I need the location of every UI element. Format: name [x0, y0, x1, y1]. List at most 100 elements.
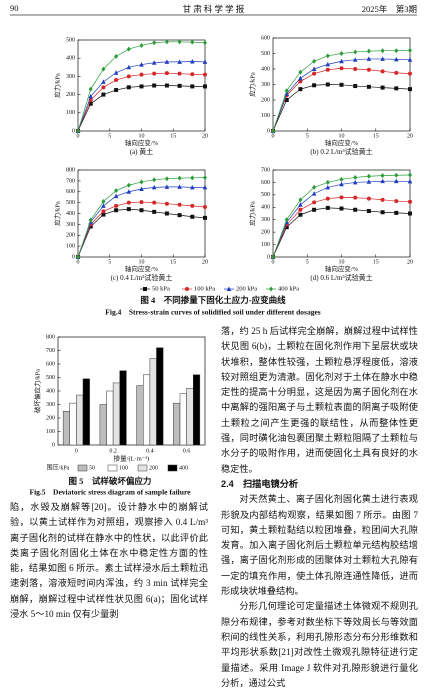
bar	[149, 358, 157, 446]
marker	[164, 176, 169, 182]
marker	[139, 42, 144, 48]
marker	[152, 200, 157, 205]
x-tick-label: 0	[77, 133, 80, 139]
bar	[119, 370, 127, 446]
y-tick-label: 0	[52, 442, 55, 448]
y-axis-label: 应力/kPa	[247, 72, 256, 97]
marker	[190, 72, 195, 77]
y-tick-label: 500	[46, 375, 55, 381]
marker	[353, 207, 358, 212]
bar	[186, 388, 194, 446]
marker	[126, 64, 132, 70]
marker	[202, 59, 208, 64]
marker	[407, 178, 413, 184]
x-tick-label: 5	[108, 133, 111, 139]
marker	[101, 203, 106, 208]
bar	[136, 385, 144, 446]
marker	[151, 184, 157, 190]
y-tick-label: 700	[46, 348, 55, 354]
marker	[203, 215, 207, 220]
marker	[177, 39, 182, 45]
x-axis-label: 轴向应变/%	[125, 138, 159, 147]
x-tick-label: 5	[306, 259, 309, 265]
x-tick-label: 20	[407, 133, 413, 139]
legend-swatch	[77, 464, 88, 472]
marker	[164, 184, 170, 189]
y-tick-label: 300	[66, 222, 75, 228]
legend-label: 200 kPa	[236, 285, 257, 292]
marker	[114, 53, 119, 59]
marker	[76, 128, 80, 134]
marker	[284, 225, 289, 230]
marker	[190, 214, 195, 219]
marker	[164, 39, 169, 45]
marker	[139, 179, 144, 185]
marker	[113, 70, 119, 75]
marker	[298, 212, 303, 217]
y-tick-label: 300	[46, 402, 55, 408]
marker	[203, 40, 207, 46]
x-tick-label: 10	[339, 259, 345, 265]
marker	[101, 209, 106, 214]
bar	[179, 393, 187, 446]
marker	[114, 203, 119, 208]
x-tick-label: 0	[77, 259, 80, 265]
marker	[325, 67, 330, 72]
marker	[152, 71, 157, 76]
marker	[139, 62, 144, 67]
figures: 图 4 不同掺量下固化土应力-应变曲线 Fig.4 Stress-strain …	[10, 14, 417, 497]
marker	[126, 182, 131, 188]
marker	[394, 56, 399, 62]
x-tick-label: 0.6	[183, 448, 191, 454]
chart-subtitle: (a) 黄土	[130, 147, 154, 156]
marker	[366, 48, 371, 54]
legend-label: 100 kPa	[194, 285, 215, 292]
y-tick-label: 800	[46, 334, 55, 340]
marker	[311, 66, 317, 71]
y-tick-label: 0	[72, 254, 75, 260]
y-tick-label: 200	[66, 233, 75, 239]
marker	[101, 66, 106, 72]
x-axis-label: 轴向应变/%	[325, 264, 359, 273]
marker	[394, 48, 399, 54]
paragraph: 落，约 25 h 后试样完全崩解，崩解过程中试样性状见图 6(b)，土颗粒在固化…	[221, 326, 418, 474]
marker	[177, 202, 182, 207]
marker	[339, 66, 344, 71]
page-number: 90	[10, 3, 19, 13]
marker	[114, 188, 119, 194]
y-tick-label: 400	[261, 66, 270, 72]
marker	[380, 210, 385, 215]
marker	[408, 172, 412, 178]
marker	[339, 82, 344, 87]
marker	[394, 199, 399, 204]
y-tick-label: 500	[261, 51, 270, 57]
marker	[407, 57, 413, 62]
legend-title: 围压/kPa	[47, 464, 70, 471]
y-tick-label: 400	[261, 205, 270, 211]
marker	[126, 74, 131, 79]
marker	[101, 199, 106, 205]
marker	[164, 59, 170, 64]
marker	[325, 82, 330, 87]
marker	[325, 196, 330, 201]
marker	[284, 217, 289, 223]
bar	[173, 402, 181, 446]
marker	[353, 84, 358, 89]
x-tick-label: 5	[306, 133, 309, 139]
y-tick-label: 500	[66, 200, 75, 206]
marker	[126, 46, 131, 52]
bar	[99, 404, 107, 446]
y-tick-label: 600	[261, 180, 270, 186]
marker	[366, 173, 371, 179]
marker	[408, 199, 412, 204]
marker	[353, 174, 358, 180]
bar	[62, 411, 71, 446]
y-tick-label: 300	[261, 82, 270, 88]
marker	[312, 200, 317, 205]
marker	[101, 85, 106, 90]
marker	[151, 60, 157, 65]
chart-subtitle: (d) 0.6 L/m³试验黄土	[310, 273, 372, 282]
y-tick-label: 800	[66, 167, 75, 173]
marker	[203, 72, 207, 77]
marker	[353, 67, 358, 71]
